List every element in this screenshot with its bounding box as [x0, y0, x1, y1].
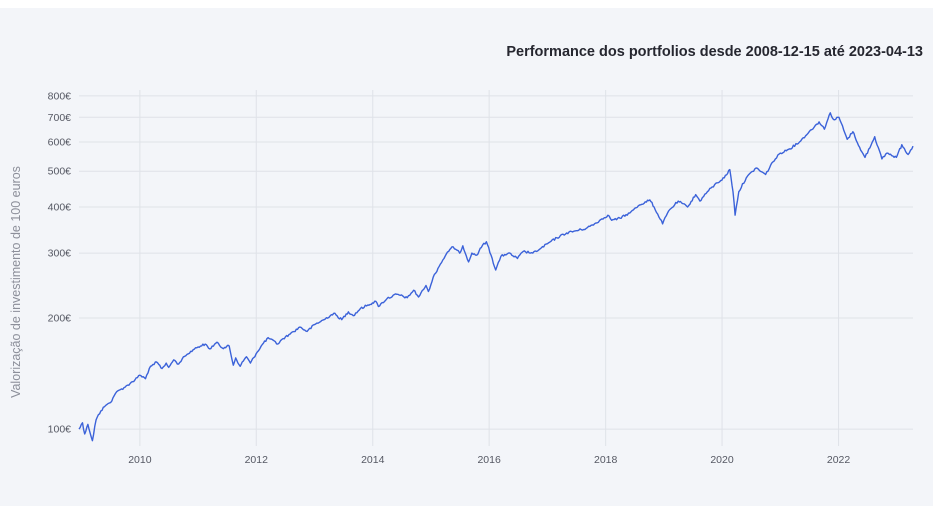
y-tick-label: 400€ — [48, 201, 72, 213]
chart-title: Performance dos portfolios desde 2008-12… — [506, 44, 923, 60]
x-tick-label: 2010 — [128, 454, 152, 466]
y-tick-label: 200€ — [48, 313, 72, 325]
y-tick-label: 700€ — [48, 112, 72, 124]
y-tick-label: 100€ — [48, 424, 72, 436]
x-tick-label: 2018 — [594, 454, 618, 466]
y-tick-label: 500€ — [48, 166, 72, 178]
y-tick-label: 800€ — [48, 90, 72, 102]
y-tick-label: 300€ — [48, 248, 72, 260]
plot-area[interactable]: 100€200€300€400€500€600€700€800€ 2010 201… — [0, 8, 933, 506]
x-tick-label: 2014 — [361, 454, 385, 466]
y-axis-ticks: 100€ 200€ 300€ 400€ 500€ 600€ 700€ 800€ — [48, 90, 72, 435]
y-tick-label: 600€ — [48, 136, 72, 148]
series-layer — [78, 112, 914, 442]
x-tick-label: 2016 — [477, 454, 501, 466]
gridlines — [79, 90, 913, 446]
chart-figure: Performance dos portfolios desde 2008-12… — [0, 8, 933, 506]
x-tick-label: 2022 — [827, 454, 851, 466]
x-tick-label: 2020 — [710, 454, 734, 466]
series-line[interactable] — [78, 112, 914, 442]
x-axis-ticks: 2010 2012 2014 2016 2018 2020 2022 — [128, 454, 850, 466]
x-tick-label: 2012 — [245, 454, 269, 466]
